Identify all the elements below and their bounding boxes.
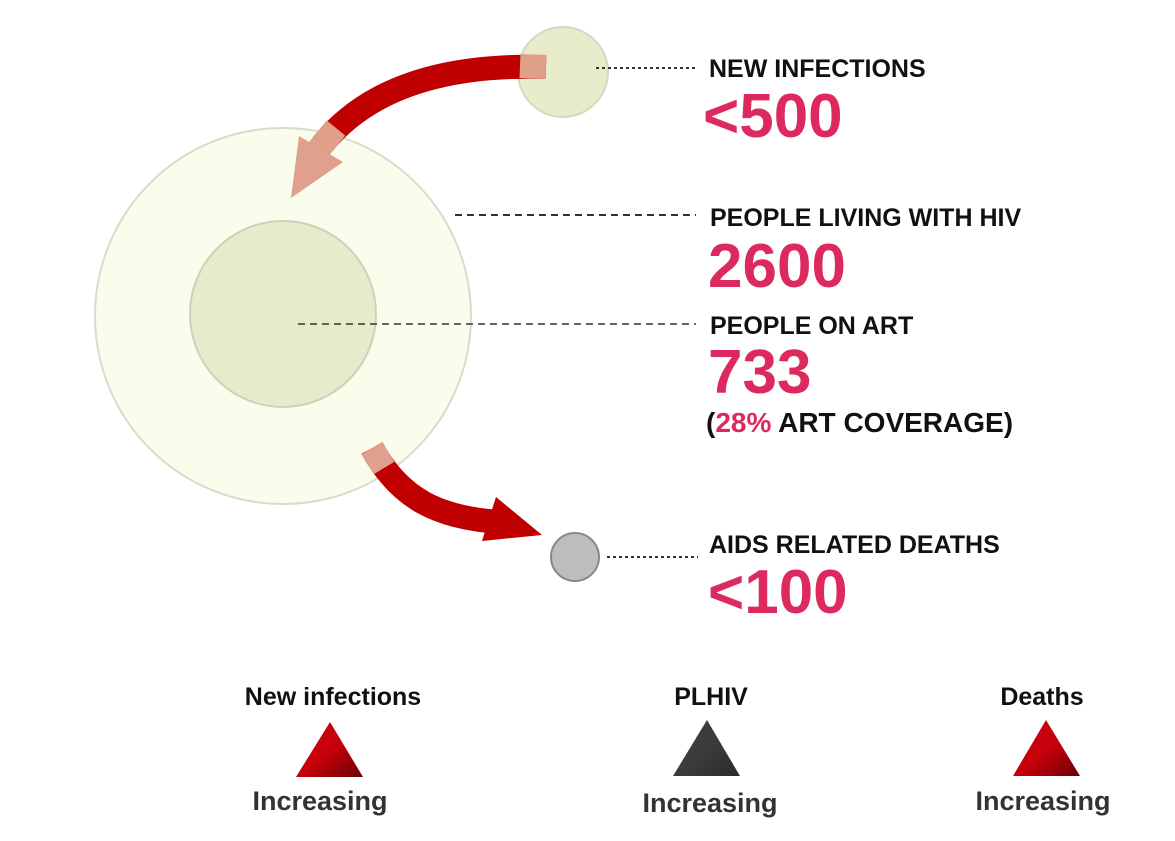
deaths-circle bbox=[550, 532, 600, 582]
new-infections-value: <500 bbox=[703, 82, 843, 151]
coverage-percent: 28% bbox=[715, 407, 772, 438]
triangle-up-red-icon bbox=[1013, 720, 1080, 776]
on-art-circle bbox=[189, 220, 377, 408]
coverage-text: ART COVERAGE) bbox=[771, 407, 1014, 438]
leader-lines bbox=[298, 67, 698, 558]
art-coverage: (28% ART COVERAGE) bbox=[706, 407, 1013, 439]
trend-title-new-infections: New infections bbox=[244, 683, 422, 711]
trend-status-plhiv: Increasing bbox=[642, 788, 778, 818]
triangle-up-dark-icon bbox=[673, 720, 740, 776]
trend-status-deaths: Increasing bbox=[975, 786, 1111, 816]
arrow-infections-to-plhiv bbox=[291, 54, 547, 198]
on-art-value: 733 bbox=[708, 338, 812, 407]
new-infections-label: NEW INFECTIONS bbox=[709, 55, 926, 83]
trend-title-deaths: Deaths bbox=[1000, 683, 1084, 711]
on-art-label: PEOPLE ON ART bbox=[710, 312, 914, 340]
arrow-plhiv-to-deaths bbox=[361, 441, 542, 541]
coverage-open: ( bbox=[706, 407, 716, 438]
deaths-value: <100 bbox=[708, 558, 848, 627]
deaths-label: AIDS RELATED DEATHS bbox=[709, 531, 1000, 559]
plhiv-label: PEOPLE LIVING WITH HIV bbox=[710, 204, 1022, 232]
plhiv-value: 2600 bbox=[708, 232, 846, 301]
triangle-up-red-icon bbox=[296, 722, 363, 777]
trend-title-plhiv: PLHIV bbox=[674, 683, 748, 711]
trend-status-new-infections: Increasing bbox=[252, 786, 388, 816]
